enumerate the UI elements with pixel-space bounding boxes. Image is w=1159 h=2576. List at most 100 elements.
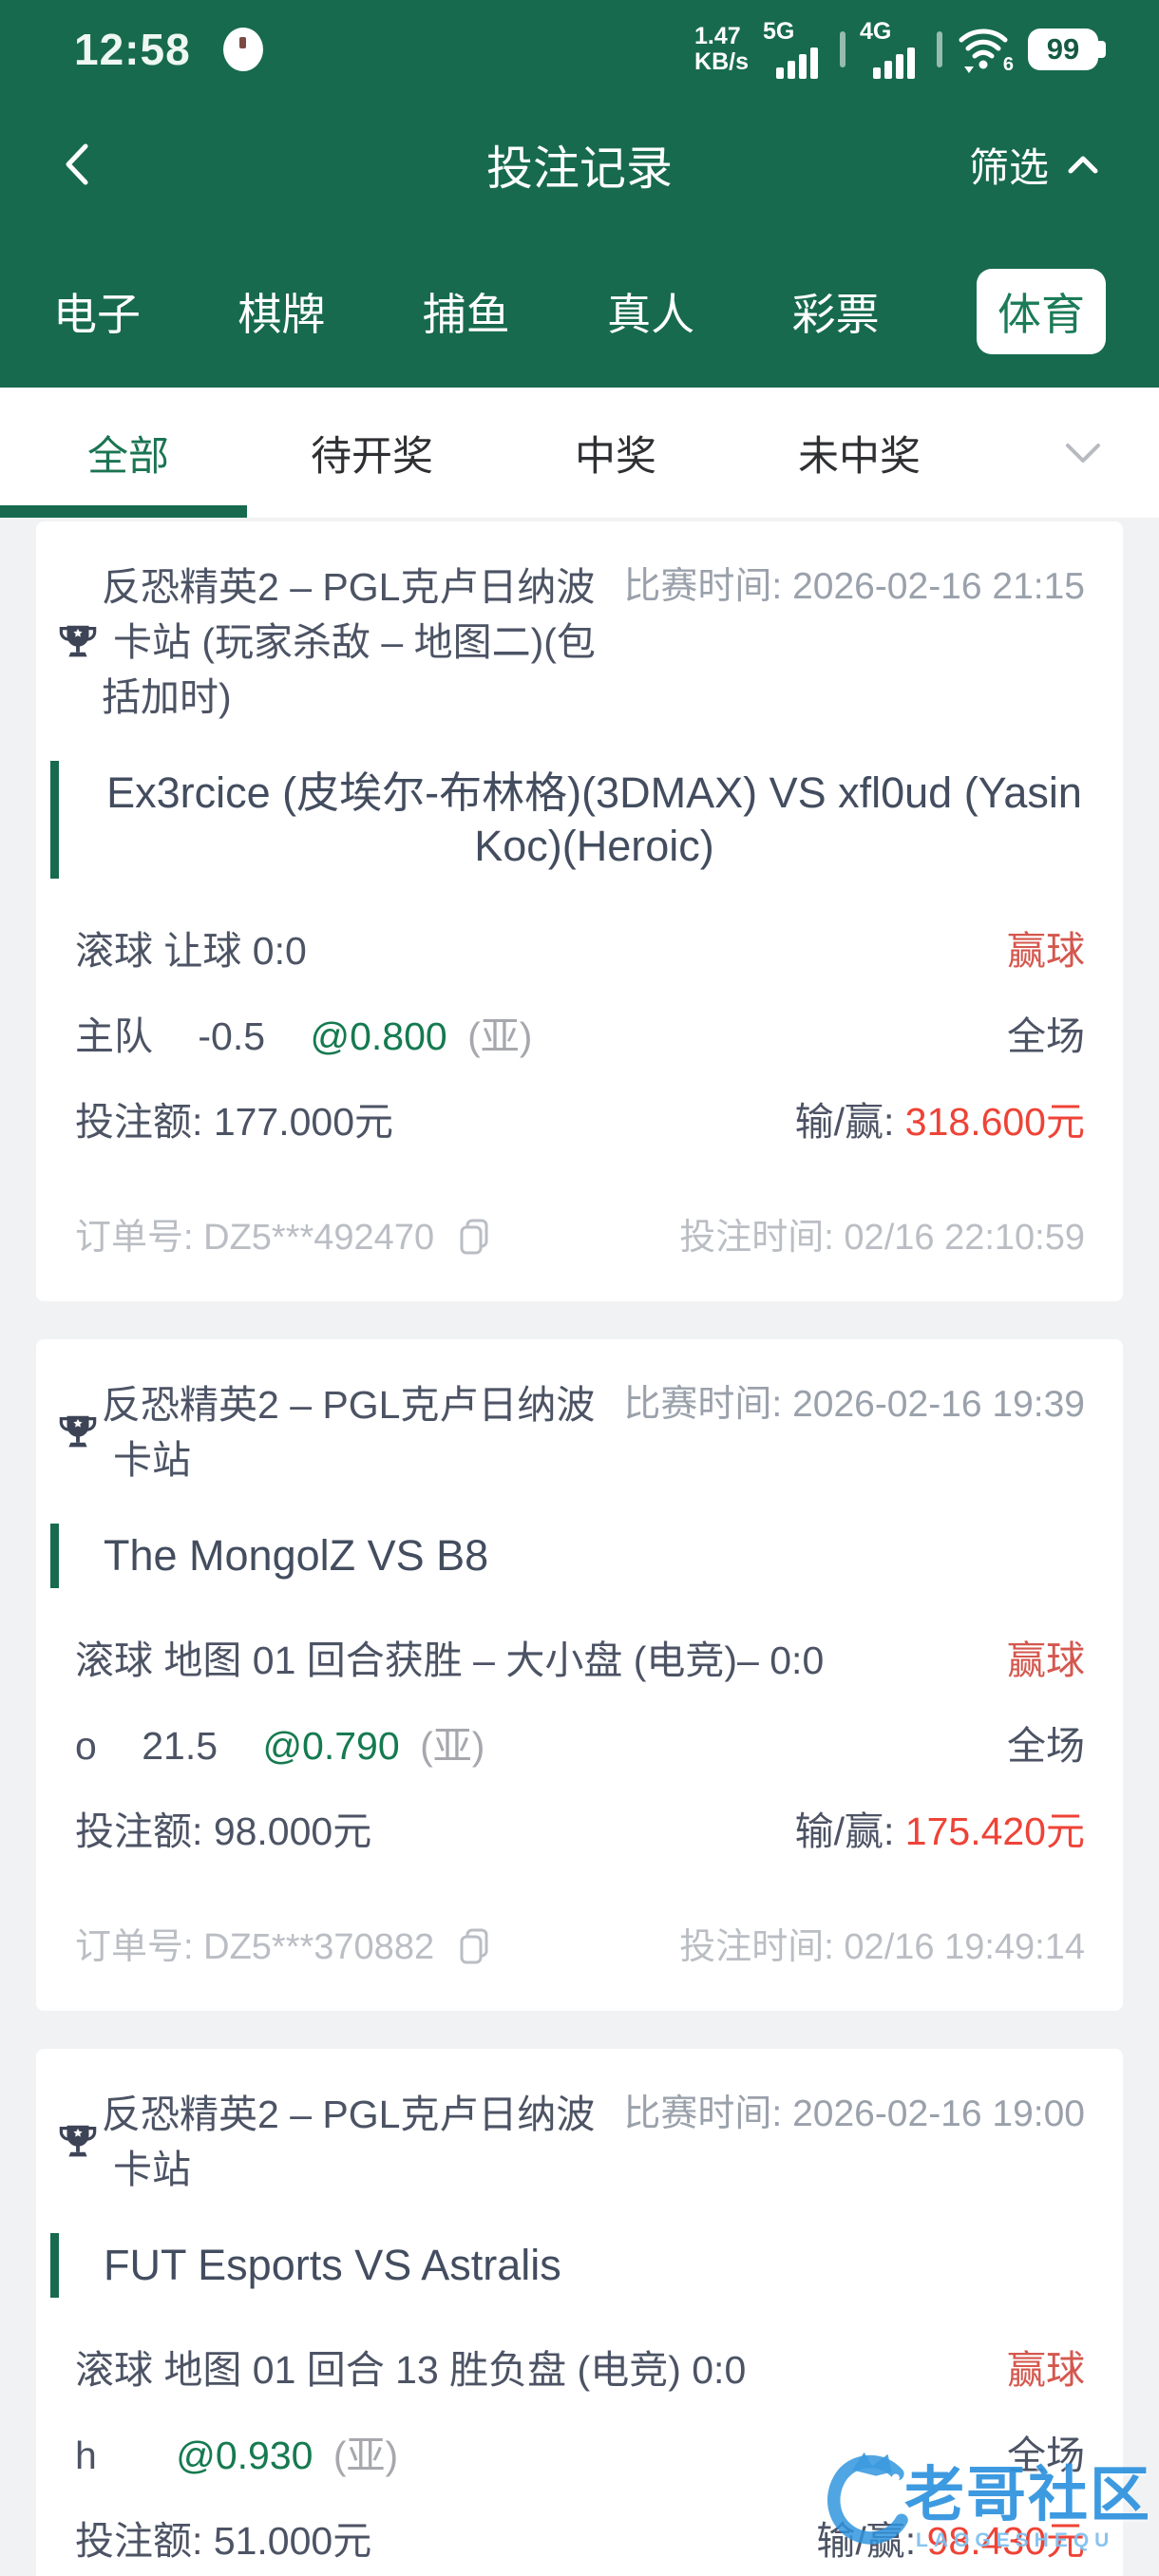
bet-time-value: 02/16 22:10:59 [844,1218,1085,1258]
chevron-down-icon[interactable] [1062,440,1104,466]
selection-row: h @0.930 (亚) 全场 [75,2423,1085,2480]
order-group: 订单号: DZ5***492470 [75,1207,490,1260]
status-indicators: 1.47 KB/s 5G 4G [694,18,1106,79]
winloss-label: 输/赢: [816,2519,917,2563]
tab-zhenren[interactable]: 真人 [607,290,695,339]
camera-cutout-icon [222,28,263,71]
tab-all[interactable]: 全部 [87,433,169,480]
copy-icon[interactable] [458,1927,490,1965]
tab-won[interactable]: 中奖 [575,433,656,480]
back-icon[interactable] [59,141,95,188]
battery-level: 99 [1046,32,1080,66]
tab-tiyu-active[interactable]: 体育 [976,269,1106,354]
status-bar: 12:58 1.47 KB/s 5G [0,0,1159,93]
tab-qipai[interactable]: 棋牌 [238,290,326,339]
tab-lost[interactable]: 未中奖 [798,433,921,480]
selection-group: h @0.930 (亚) [75,2423,398,2480]
tab-dianzi[interactable]: 电子 [53,290,141,339]
game-name: 反恐精英2 – PGL克卢日纳波 [102,565,596,609]
match-time-label: 比赛时间: [623,2093,783,2134]
stake-label: 投注额: [75,1809,203,1853]
order-label: 订单号: [75,1927,194,1967]
market-name: 卡站 [113,1438,191,1482]
winloss-value: 175.420元 [904,1809,1085,1853]
chevron-up-icon [1068,156,1098,174]
bet-card-list: 反恐精英2 – PGL克卢日纳波 卡站 (玩家杀敌 – 地图二)(包括加时) 比… [0,518,1159,2576]
winloss-label: 输/赢: [794,1100,895,1144]
network-type-label: 5G [763,18,795,45]
winloss-group: 输/赢: 98.430元 [816,2509,1085,2566]
battery-icon: 99 [1028,28,1106,70]
bet-type-row: 滚球 让球 0:0 赢球 [75,919,1085,975]
signal-bars-icon [776,47,818,79]
bet-card-header: 反恐精英2 – PGL克卢日纳波 卡站 (玩家杀敌 – 地图二)(包括加时) 比… [56,559,1085,725]
signal-bars-icon [873,47,915,79]
stake-group: 投注额: 51.000元 [75,2509,371,2566]
bet-scope: 全场 [1007,2434,1085,2477]
stake-group: 投注额: 98.000元 [75,1799,371,1856]
stake-row: 投注额: 98.000元 输/赢: 175.420元 [75,1799,1085,1856]
network-type-label: 4G [860,18,892,45]
odds-region: (亚) [332,2434,399,2477]
bet-card-header: 反恐精英2 – PGL克卢日纳波 卡站 比赛时间: 2026-02-16 19:… [56,1377,1085,1487]
bet-scope: 全场 [1007,1014,1085,1058]
speed-unit: KB/s [694,48,749,75]
selection-group: 主队 -0.5 @0.800 (亚) [75,1004,532,1061]
order-number: DZ5***492470 [203,1218,435,1258]
order-number: DZ5***370882 [203,1927,435,1967]
page-title: 投注记录 [485,142,674,195]
selection-row: o 21.5 @0.790 (亚) 全场 [75,1714,1085,1771]
order-row: 订单号: DZ5***492470 投注时间: 02/16 22:10:59 [75,1207,1085,1260]
bet-scope: 全场 [1007,1724,1085,1768]
sim-divider [840,31,846,67]
filter-label: 筛选 [968,144,1049,190]
bet-type: 滚球 让球 0:0 [75,929,307,973]
odds-region: (亚) [420,1724,485,1768]
tab-caipiao[interactable]: 彩票 [791,290,880,339]
stake-row: 投注额: 51.000元 输/赢: 98.430元 [75,2509,1085,2566]
filter-button[interactable]: 筛选 [969,136,1100,194]
result-badge: 赢球 [1007,1638,1085,1682]
selection-group: o 21.5 @0.790 (亚) [75,1714,484,1771]
category-tabs: 电子 棋牌 捕鱼 真人 彩票 体育 [0,236,1159,388]
bet-card: 反恐精英2 – PGL克卢日纳波 卡站 比赛时间: 2026-02-16 19:… [36,2049,1123,2576]
bet-type: 滚球 地图 01 回合获胜 – 大小盘 (电竞)– 0:0 [75,1638,825,1682]
match-time-value: 2026-02-16 19:00 [792,2093,1085,2134]
status-filter-tabs: 全部 待开奖 中奖 未中奖 [0,388,1159,518]
handicap-line: -0.5 [198,1014,266,1058]
bet-type: 滚球 地图 01 回合 13 胜负盘 (电竞) 0:0 [75,2348,747,2392]
match-info: 反恐精英2 – PGL克卢日纳波 卡站 (玩家杀敌 – 地图二)(包括加时) [102,559,614,725]
match-time-value: 2026-02-16 21:15 [792,566,1085,607]
selection: o [75,1724,97,1768]
sim-divider [937,31,942,67]
trophy-icon [56,2120,100,2164]
stake-group: 投注额: 177.000元 [75,1089,393,1146]
trophy-icon [56,1411,100,1454]
stake-row: 投注额: 177.000元 输/赢: 318.600元 [75,1089,1085,1146]
bet-time-label: 投注时间: [679,1218,834,1258]
wifi-standard-label: 6 [1002,54,1014,75]
winloss-group: 输/赢: 175.420元 [795,1799,1085,1856]
bet-type-row: 滚球 地图 01 回合 13 胜负盘 (电竞) 0:0 赢球 [75,2338,1085,2395]
result-badge: 赢球 [1007,2348,1085,2392]
stake-value: 51.000元 [213,2519,372,2563]
odds-value: @0.790 [262,1724,400,1768]
selection: h [75,2434,97,2477]
odds-value: @0.930 [176,2434,314,2477]
app-header: 12:58 1.47 KB/s 5G [0,0,1159,388]
order-label: 订单号: [75,1218,194,1258]
tab-buyu[interactable]: 捕鱼 [422,290,510,339]
trophy-icon [56,620,100,664]
wifi-icon: 6 [957,25,1014,75]
tab-pending[interactable]: 待开奖 [311,433,433,480]
copy-icon[interactable] [458,1218,490,1256]
bet-card: 反恐精英2 – PGL克卢日纳波 卡站 比赛时间: 2026-02-16 19:… [36,1339,1123,2011]
battery-nub [1098,41,1106,58]
market-name: 卡站 (玩家杀敌 – 地图二)(包括加时) [102,620,596,719]
game-name: 反恐精英2 – PGL克卢日纳波 [102,2093,596,2136]
bet-time-group: 投注时间: 02/16 19:49:14 [679,1917,1085,1969]
stake-label: 投注额: [75,2519,203,2563]
order-group: 订单号: DZ5***370882 [75,1917,490,1969]
match-time: 比赛时间: 2026-02-16 21:15 [623,559,1085,615]
